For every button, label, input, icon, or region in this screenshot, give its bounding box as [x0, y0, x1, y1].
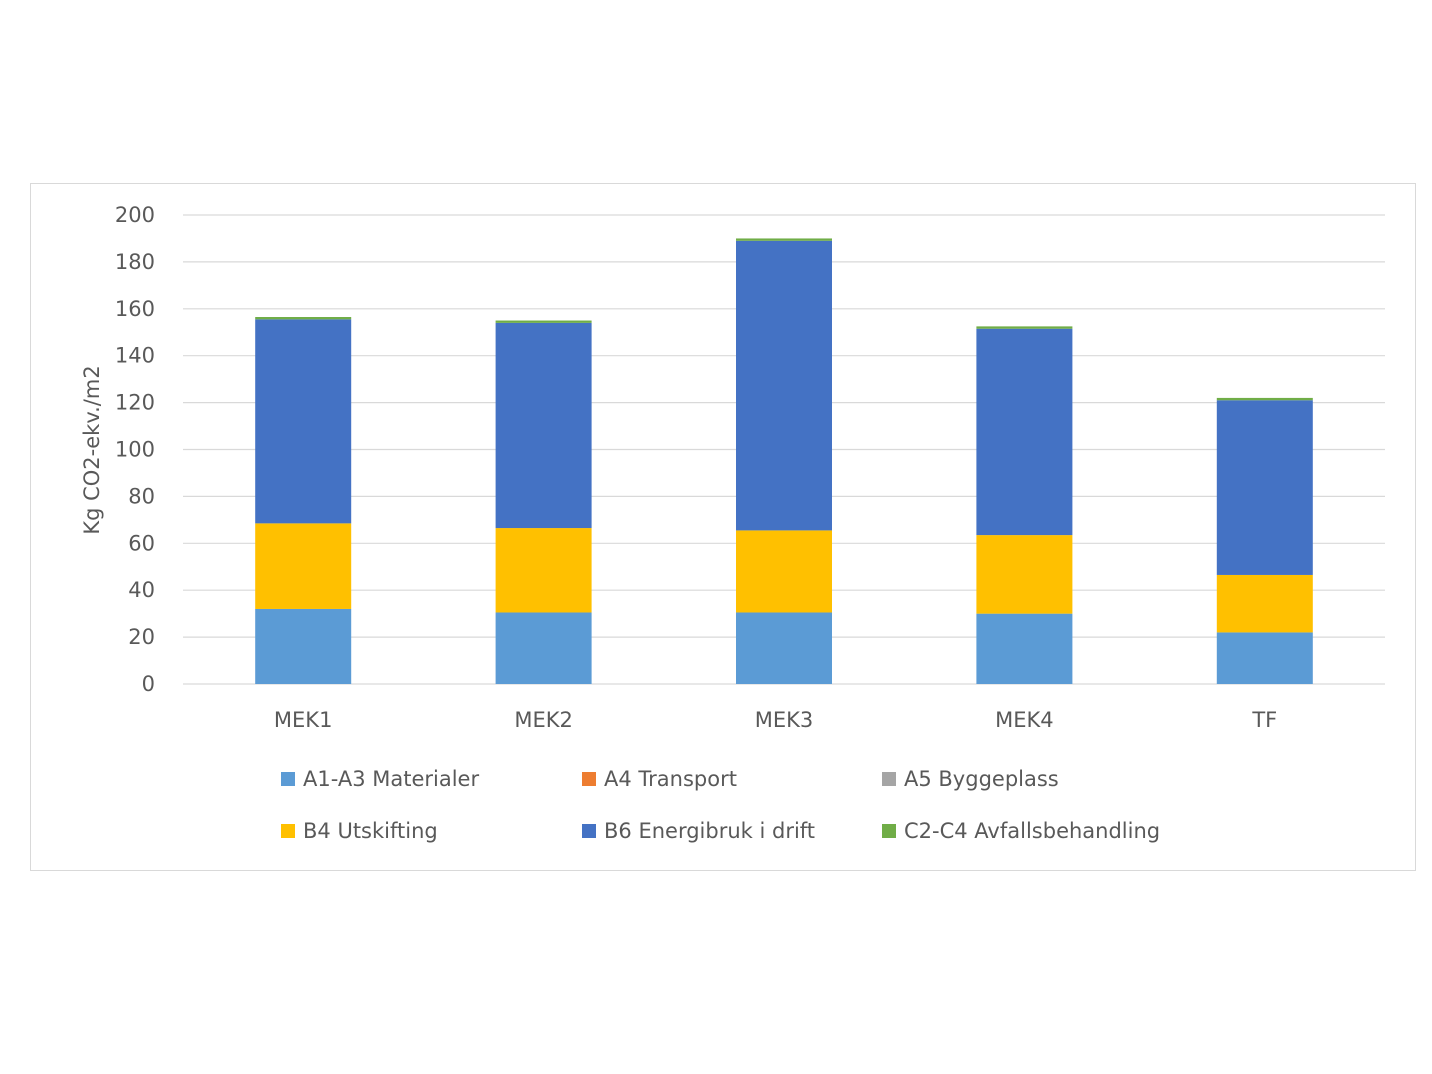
legend-label: B4 Utskifting	[303, 819, 438, 843]
y-tick-label: 140	[115, 344, 155, 368]
y-tick-label: 180	[115, 250, 155, 274]
y-tick-label: 120	[115, 391, 155, 415]
bar-segment-mek3-s3	[736, 530, 832, 613]
x-tick-label: MEK3	[755, 708, 814, 732]
bar-segment-mek3-s5	[736, 238, 832, 241]
legend-label: C2-C4 Avfallsbehandling	[904, 819, 1160, 843]
x-axis-labels: MEK1 MEK2 MEK3 MEK4 TF	[274, 708, 1277, 732]
y-tick-label: 20	[128, 625, 155, 649]
bar-segment-mek3-s0	[736, 612, 832, 684]
y-tick-label: 0	[142, 672, 155, 696]
legend-label: A4 Transport	[604, 767, 737, 791]
y-tick-label: 160	[115, 297, 155, 321]
legend-label: A1-A3 Materialer	[303, 767, 479, 791]
legend-swatch	[882, 772, 896, 786]
legend-swatch	[582, 824, 596, 838]
bar-segment-mek1-s0	[255, 608, 352, 684]
bar-segment-mek2-s5	[495, 320, 592, 323]
y-tick-label: 200	[115, 203, 155, 227]
y-tick-label: 100	[115, 438, 155, 462]
bar-segment-tf-s0	[1216, 632, 1313, 684]
legend: A1-A3 Materialer A4 Transport A5 Byggeplas…	[281, 767, 1160, 843]
legend-label: B6 Energibruk i drift	[604, 819, 815, 843]
y-tick-label: 60	[128, 531, 155, 555]
y-axis-ticks: 0 20 40 60 80 100 120 140 160 180 200	[115, 203, 155, 696]
bars	[255, 238, 1313, 684]
bar-segment-tf-s5	[1216, 397, 1313, 401]
x-tick-label: MEK2	[514, 708, 573, 732]
legend-swatch	[882, 824, 896, 838]
legend-swatch	[281, 772, 295, 786]
bar-segment-mek2-s3	[495, 528, 592, 613]
bar-segment-mek4-s3	[976, 535, 1073, 614]
bar-segment-mek3-s4	[736, 240, 832, 531]
legend-swatch	[582, 772, 596, 786]
stacked-bar-chart: 0 20 40 60 80 100 120 140 160 180 200 MEK1 MEK2 MEK3…	[80, 203, 1385, 843]
legend-swatch	[281, 824, 295, 838]
bar-segment-mek4-s0	[976, 613, 1073, 684]
bar-segment-mek2-s0	[495, 612, 592, 684]
x-tick-label: MEK1	[274, 708, 333, 732]
x-tick-label: TF	[1251, 708, 1277, 732]
bar-segment-mek1-s5	[255, 317, 352, 320]
bar-segment-tf-s4	[1216, 400, 1313, 575]
legend-label: A5 Byggeplass	[904, 767, 1059, 791]
y-tick-label: 80	[128, 484, 155, 508]
y-axis-title: Kg CO2-ekv./m2	[80, 365, 104, 534]
bar-segment-mek2-s4	[495, 322, 592, 529]
bar-segment-tf-s3	[1216, 574, 1313, 633]
bar-segment-mek4-s5	[976, 326, 1073, 329]
chart-frame: 0 20 40 60 80 100 120 140 160 180 200 MEK1 MEK2 MEK3…	[30, 183, 1416, 871]
y-tick-label: 40	[128, 578, 155, 602]
x-tick-label: MEK4	[995, 708, 1054, 732]
bar-segment-mek1-s4	[255, 319, 352, 524]
bar-segment-mek1-s3	[255, 523, 352, 609]
bar-segment-mek4-s4	[976, 328, 1073, 536]
